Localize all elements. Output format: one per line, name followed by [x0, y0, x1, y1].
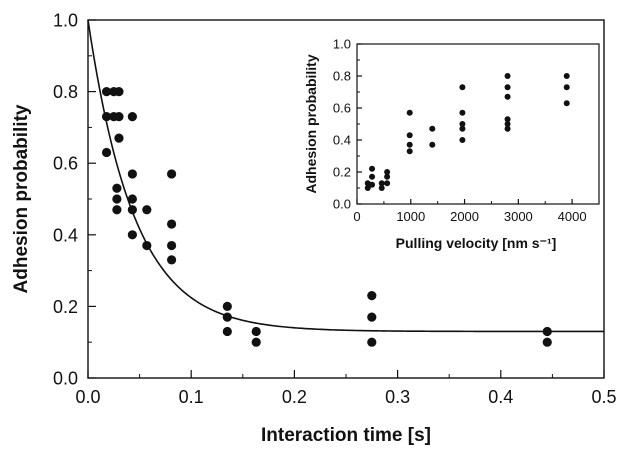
main-data-point: [222, 326, 232, 337]
main-y-tick-label: 0.0: [53, 368, 78, 388]
inset-data-point: [459, 121, 466, 127]
inset-x-axis-title: Pulling velocity [nm s⁻¹]: [396, 235, 557, 251]
main-data-point: [166, 255, 177, 265]
main-x-tick-label: 0.2: [282, 387, 307, 407]
inset-ticks: [356, 43, 573, 205]
inset-y-axis-title: Adhesion probability: [303, 54, 319, 193]
main-data-point: [367, 312, 377, 322]
inset-data-point: [504, 84, 511, 91]
main-x-tick-label: 0.4: [488, 387, 513, 407]
main-data-point: [127, 169, 137, 179]
main-fit-curve: [87, 19, 604, 333]
inset-y-tick-label: 1.0: [333, 37, 351, 52]
inset-data-point: [504, 93, 511, 100]
inset-data-point: [378, 180, 385, 187]
inset-points: [364, 73, 570, 191]
main-chart: 0.0 0.1 0.2 0.3 0.4 0.5 0.0 0.2 0.4 0.6 0.8 1.0 Int…: [11, 10, 617, 446]
main-data-point: [101, 87, 112, 97]
main-y-tick-label: 0.6: [53, 154, 78, 174]
inset-x-tick-label: 4000: [558, 209, 587, 224]
main-x-tick-label: 0.1: [179, 387, 204, 407]
main-data-point: [112, 183, 122, 193]
inset-x-tick-label: 1000: [396, 209, 425, 224]
main-data-point: [542, 326, 552, 337]
main-x-tick-label: 0.5: [591, 387, 616, 407]
inset-data-point: [459, 125, 466, 132]
inset-data-point: [563, 73, 570, 79]
inset-data-point: [384, 180, 391, 187]
inset-data-point: [429, 125, 436, 132]
main-data-point: [367, 291, 377, 301]
inset-chart: 0 1000 2000 3000 4000 0.0 0.2 0.4 0.6 0.8 1.0 Pull…: [303, 37, 600, 251]
inset-data-point: [369, 181, 376, 188]
inset-data-point: [406, 141, 413, 148]
main-y-tick-label: 0.8: [53, 82, 78, 102]
main-data-point: [114, 133, 124, 143]
inset-data-point: [504, 121, 511, 127]
main-points: [101, 87, 552, 347]
main-data-point: [127, 112, 137, 122]
inset-data-point: [459, 84, 466, 91]
main-data-point: [166, 169, 177, 179]
inset-y-tick-label: 0.4: [333, 133, 351, 148]
inset-data-point: [384, 173, 391, 180]
main-data-point: [101, 147, 112, 158]
inset-tick-labels: 0 1000 2000 3000 4000 0.0 0.2 0.4 0.6 0.8 1.0: [333, 37, 587, 224]
main-ticks: [87, 19, 605, 379]
inset-data-point: [459, 137, 466, 143]
inset-data-point: [406, 148, 413, 155]
inset-data-point: [504, 73, 511, 79]
main-data-point: [112, 205, 122, 215]
inset-data-point: [504, 116, 511, 123]
main-data-point: [142, 205, 152, 215]
inset-data-point: [369, 165, 376, 172]
inset-data-point: [563, 100, 570, 107]
main-y-axis-title: Adhesion probability: [11, 104, 32, 293]
main-data-point: [251, 337, 261, 347]
inset-data-point: [563, 84, 570, 91]
inset-x-tick-label: 3000: [504, 209, 533, 224]
main-y-tick-label: 0.4: [53, 225, 78, 245]
inset-data-point: [364, 185, 371, 191]
main-data-point: [166, 240, 177, 251]
main-data-point: [127, 194, 137, 204]
inset-data-point: [504, 125, 511, 132]
main-tick-labels: 0.0 0.1 0.2 0.3 0.4 0.5 0.0 0.2 0.4 0.6 0.8 1.0: [53, 10, 617, 407]
inset-data-point: [378, 185, 385, 191]
main-data-point: [114, 87, 124, 97]
inset-data-point: [429, 141, 436, 148]
main-data-point: [222, 301, 232, 311]
inset-data-point: [406, 132, 413, 139]
main-data-point: [114, 112, 124, 122]
inset-y-tick-label: 0.8: [333, 69, 351, 84]
inset-y-tick-label: 0.0: [333, 197, 351, 212]
inset-data-point: [369, 173, 376, 180]
main-data-point: [112, 194, 122, 204]
inset-y-tick-label: 0.6: [333, 101, 351, 116]
main-data-point: [127, 230, 137, 240]
main-data-point: [127, 205, 137, 215]
inset-x-tick-label: 2000: [450, 209, 479, 224]
main-data-point: [222, 312, 232, 322]
main-y-tick-label: 0.2: [53, 297, 78, 317]
inset-data-point: [459, 109, 466, 116]
inset-background: [357, 44, 599, 204]
main-y-tick-label: 1.0: [53, 10, 78, 30]
main-x-tick-label: 0.3: [385, 387, 410, 407]
inset-data-point: [406, 109, 413, 116]
main-data-point: [542, 337, 552, 347]
main-data-point: [251, 326, 261, 337]
main-data-point: [101, 112, 112, 122]
main-data-point: [367, 337, 377, 347]
inset-x-tick-label: 0: [353, 209, 360, 224]
inset-data-point: [384, 169, 391, 175]
inset-y-tick-label: 0.2: [333, 165, 351, 180]
main-x-tick-label: 0.0: [75, 387, 100, 407]
main-data-point: [166, 219, 177, 229]
main-x-axis-title: Interaction time [s]: [261, 425, 431, 446]
main-data-point: [142, 240, 152, 251]
